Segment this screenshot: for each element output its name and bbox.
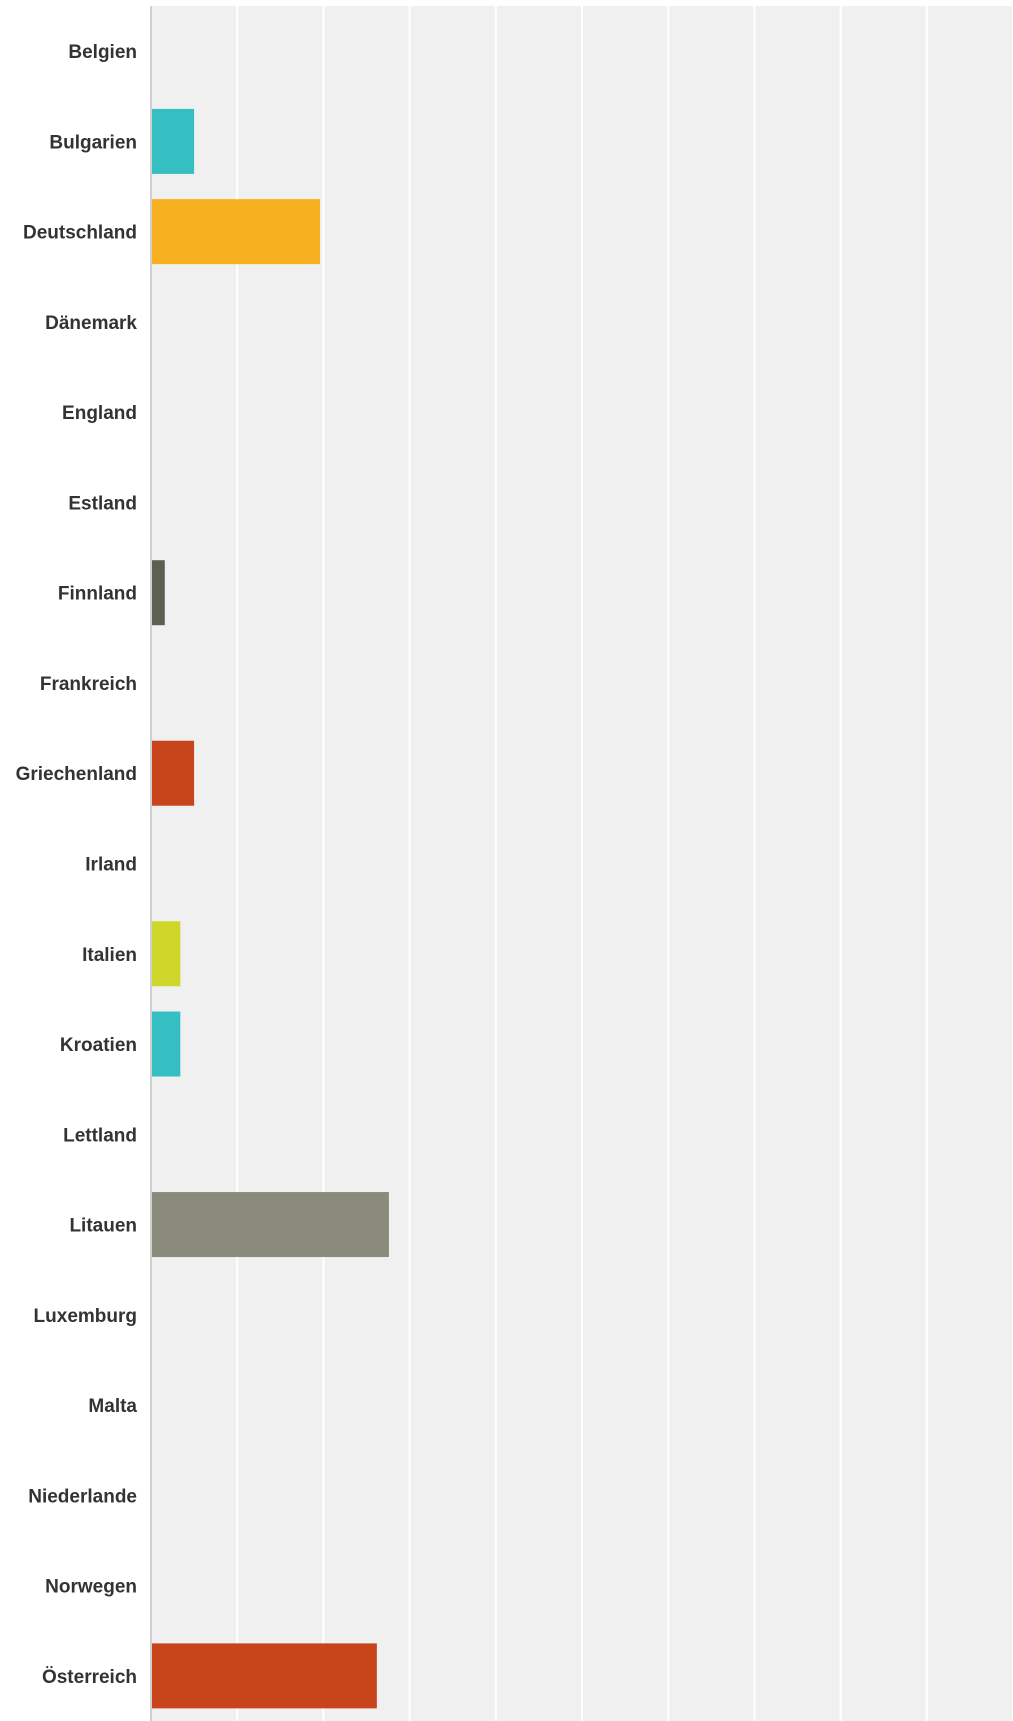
category-label: Lettland bbox=[63, 1125, 137, 1146]
bar bbox=[151, 1011, 181, 1077]
category-label: Litauen bbox=[69, 1216, 137, 1237]
category-label: Italien bbox=[82, 945, 137, 966]
category-label: Frankreich bbox=[40, 674, 137, 695]
bar bbox=[151, 1192, 389, 1258]
bar bbox=[151, 560, 165, 626]
bars bbox=[151, 108, 389, 1709]
bar bbox=[151, 108, 195, 174]
category-label: Niederlande bbox=[28, 1486, 137, 1507]
category-label: Belgien bbox=[68, 42, 137, 63]
category-label: Kroatien bbox=[60, 1035, 137, 1056]
bar bbox=[151, 921, 181, 987]
category-label: Malta bbox=[88, 1396, 137, 1417]
category-label: Bulgarien bbox=[49, 132, 137, 153]
category-label: Dänemark bbox=[45, 313, 137, 334]
category-labels: Belgien Bulgarien Deutschland Dänemark Engla… bbox=[16, 42, 138, 1688]
grid-lines bbox=[236, 6, 1013, 1721]
category-label: Österreich bbox=[42, 1667, 137, 1688]
category-label: Griechenland bbox=[16, 764, 137, 785]
category-label: Estland bbox=[68, 493, 137, 514]
category-label: Deutschland bbox=[23, 223, 137, 244]
bar bbox=[151, 1643, 377, 1709]
category-label: Irland bbox=[85, 855, 137, 876]
bar bbox=[151, 199, 320, 265]
category-label: Luxemburg bbox=[34, 1306, 137, 1327]
category-label: England bbox=[62, 403, 137, 424]
category-label: Finnland bbox=[58, 584, 137, 605]
category-label: Norwegen bbox=[45, 1577, 137, 1598]
bar bbox=[151, 740, 195, 806]
